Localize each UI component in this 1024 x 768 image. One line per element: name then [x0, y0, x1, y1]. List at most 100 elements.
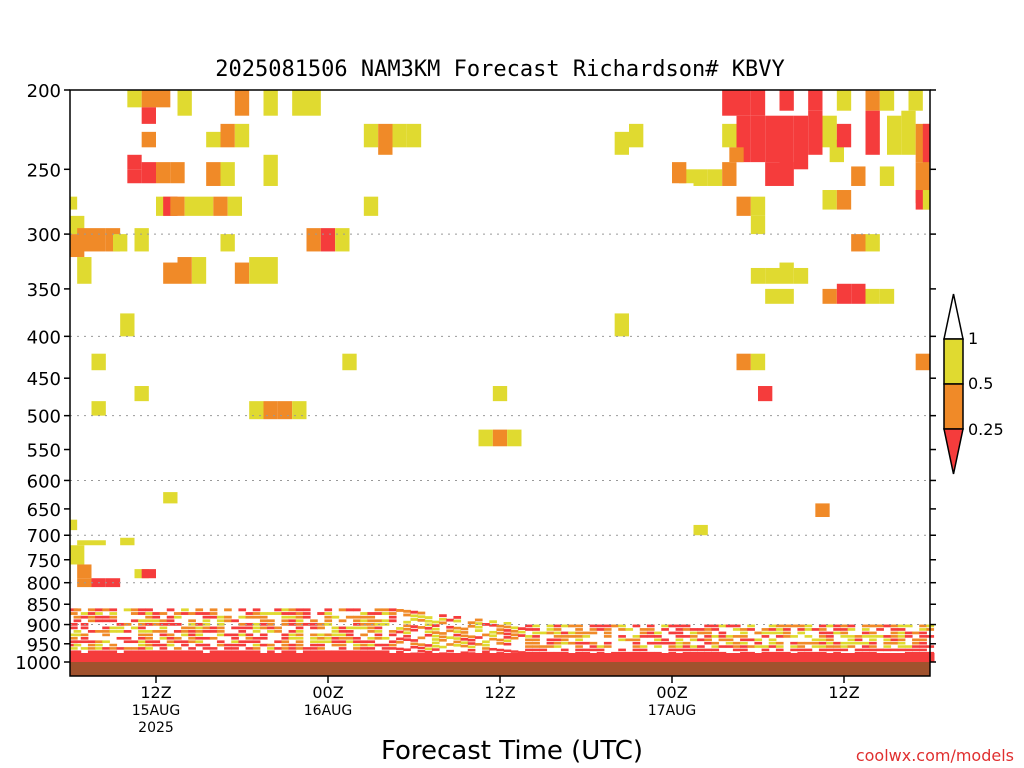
heatmap-cell	[295, 653, 304, 662]
heatmap-cell	[331, 626, 340, 630]
heatmap-cell	[145, 647, 153, 650]
heatmap-cell	[439, 614, 447, 618]
heatmap-cell	[818, 653, 827, 662]
heatmap-cell	[736, 353, 751, 371]
heatmap-cell	[639, 653, 648, 662]
heatmap-cell	[818, 645, 827, 648]
heatmap-cell	[439, 621, 447, 625]
heatmap-cell	[890, 641, 899, 645]
heatmap-cell	[668, 645, 677, 648]
heatmap-cell	[854, 638, 863, 642]
heatmap-cell	[159, 619, 168, 623]
heatmap-cell	[603, 635, 612, 638]
heatmap-cell	[689, 628, 698, 631]
heatmap-cell	[316, 653, 326, 662]
heatmap-cell	[353, 643, 361, 647]
heatmap-cell	[560, 631, 569, 635]
heatmap-cell	[417, 650, 426, 653]
heatmap-cell	[374, 612, 383, 615]
heatmap-cell	[833, 628, 841, 631]
heatmap-cell	[750, 215, 766, 235]
heatmap-cell	[288, 615, 297, 619]
heatmap-cell	[302, 622, 311, 626]
heatmap-cell	[374, 643, 383, 647]
heatmap-cell	[431, 631, 440, 634]
heatmap-cell	[725, 641, 734, 645]
heatmap-cell	[589, 641, 598, 645]
heatmap-cell	[431, 627, 440, 631]
heatmap-cell	[722, 90, 737, 116]
heatmap-cell	[887, 115, 902, 155]
heatmap-cell	[865, 288, 880, 304]
heatmap-cell	[345, 636, 354, 640]
heatmap-cell	[216, 643, 225, 647]
heatmap-cell	[159, 633, 168, 637]
heatmap-cell	[353, 608, 361, 612]
heatmap-cell	[646, 631, 655, 635]
heatmap-cell	[575, 624, 583, 628]
heatmap-cell	[510, 636, 519, 640]
heatmap-cell	[532, 648, 540, 652]
heatmap-cell	[95, 619, 103, 623]
heatmap-cell	[410, 610, 419, 614]
heatmap-cell	[453, 643, 462, 647]
heatmap-cell	[818, 638, 827, 642]
heatmap-cell	[367, 636, 376, 640]
heatmap-cell	[359, 653, 369, 662]
heatmap-cell	[173, 647, 182, 650]
heatmap-cell	[876, 628, 884, 631]
heatmap-cell	[532, 631, 540, 635]
heatmap-cell	[761, 653, 770, 662]
heatmap-cell	[281, 640, 290, 644]
heatmap-cell	[231, 643, 239, 647]
heatmap-cell	[790, 624, 798, 628]
heatmap-cell	[392, 123, 407, 148]
heatmap-cell	[230, 653, 240, 662]
heatmap-cell	[832, 653, 842, 662]
heatmap-cell	[675, 635, 684, 638]
heatmap-cell	[890, 638, 899, 642]
heatmap-cell	[897, 631, 906, 635]
heatmap-cell	[869, 638, 877, 642]
heatmap-cell	[646, 635, 655, 638]
heatmap-cell	[224, 647, 232, 650]
heatmap-cell	[424, 626, 433, 630]
heatmap-cell	[202, 643, 211, 647]
heatmap-cell	[553, 638, 562, 642]
heatmap-cell	[897, 638, 906, 642]
heatmap-cell	[474, 622, 483, 625]
heatmap-cell	[252, 626, 261, 630]
heatmap-cell	[811, 653, 820, 662]
heatmap-cell	[460, 634, 469, 638]
heatmap-cell	[654, 638, 662, 642]
heatmap-cell	[790, 645, 798, 648]
heatmap-cell	[525, 648, 533, 652]
heatmap-cell	[596, 648, 605, 652]
heatmap-cell	[525, 641, 533, 645]
heatmap-cell	[249, 257, 264, 284]
heatmap-cell	[453, 626, 462, 630]
heatmap-cell	[170, 162, 185, 184]
heatmap-cell	[750, 196, 766, 216]
heatmap-cell	[216, 633, 225, 637]
heatmap-cell	[496, 653, 505, 662]
heatmap-cell	[879, 288, 895, 304]
heatmap-cell	[331, 653, 340, 662]
heatmap-cell	[517, 627, 526, 630]
heatmap-cell	[790, 648, 798, 652]
heatmap-cell	[589, 653, 598, 662]
heatmap-cell	[188, 612, 196, 615]
heatmap-cell	[388, 633, 397, 637]
heatmap-cell	[790, 641, 798, 645]
heatmap-cell	[632, 653, 641, 662]
heatmap-cell	[73, 608, 82, 612]
heatmap-cell	[582, 631, 591, 635]
heatmap-cell	[539, 653, 548, 662]
heatmap-cell	[639, 648, 648, 652]
heatmap-cell	[202, 636, 211, 640]
heatmap-cell	[252, 643, 261, 647]
heatmap-cell	[252, 640, 261, 644]
heatmap-cell	[166, 615, 175, 619]
heatmap-cell	[127, 169, 142, 184]
heatmap-cell	[453, 640, 462, 644]
